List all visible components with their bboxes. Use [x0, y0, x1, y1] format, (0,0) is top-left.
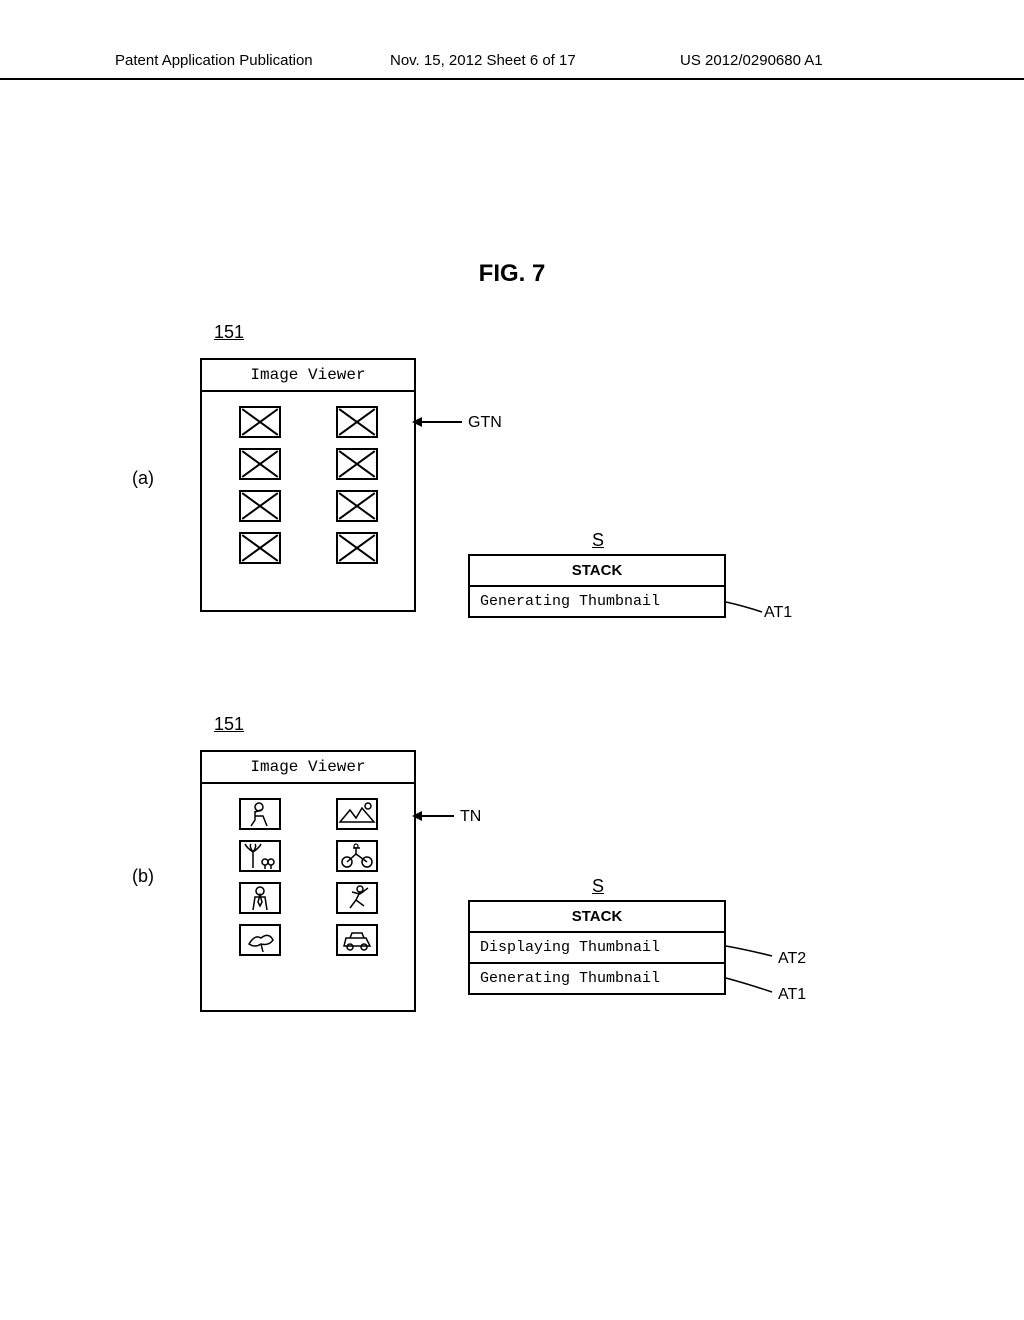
- stack-b-ref: S: [592, 876, 604, 897]
- panel-b-label: (b): [132, 866, 154, 887]
- panel-a-label: (a): [132, 468, 154, 489]
- thumb-landscape: [336, 798, 378, 830]
- viewer-b-grid: [202, 784, 414, 970]
- thumb-bird: [239, 924, 281, 956]
- thumb-car: [336, 924, 378, 956]
- page: Patent Application Publication Nov. 15, …: [0, 0, 1024, 1320]
- thumb-dancer: [336, 882, 378, 914]
- gtn-label: GTN: [468, 414, 502, 432]
- stack-a-title: STACK: [470, 556, 724, 587]
- image-viewer-b: Image Viewer: [200, 750, 416, 1012]
- gtn-arrow: [412, 416, 464, 428]
- at2-label: AT2: [778, 950, 806, 968]
- tn-arrow: [412, 810, 456, 822]
- thumb-placeholder: [336, 406, 378, 438]
- at1-a-label: AT1: [764, 604, 792, 622]
- ref-151-b: 151: [214, 714, 244, 735]
- figure-title: FIG. 7: [0, 260, 1024, 288]
- stack-a-ref: S: [592, 530, 604, 551]
- ref-151-a: 151: [214, 322, 244, 343]
- thumb-placeholder: [336, 490, 378, 522]
- header: Patent Application Publication Nov. 15, …: [0, 78, 1024, 86]
- at2-leader: [726, 942, 776, 962]
- thumb-palm: [239, 840, 281, 872]
- thumb-placeholder: [239, 532, 281, 564]
- thumb-placeholder: [239, 448, 281, 480]
- stack-a: STACK Generating Thumbnail: [468, 554, 726, 618]
- at1-b-leader: [726, 974, 776, 998]
- viewer-b-title: Image Viewer: [202, 752, 414, 784]
- thumb-placeholder: [336, 448, 378, 480]
- stack-a-row: Generating Thumbnail: [470, 587, 724, 616]
- thumb-man-tie: [239, 882, 281, 914]
- header-center: Nov. 15, 2012 Sheet 6 of 17: [390, 52, 576, 69]
- thumb-placeholder: [239, 406, 281, 438]
- stack-b-row: Generating Thumbnail: [470, 964, 724, 993]
- stack-b: STACK Displaying Thumbnail Generating Th…: [468, 900, 726, 995]
- viewer-a-title: Image Viewer: [202, 360, 414, 392]
- image-viewer-a: Image Viewer: [200, 358, 416, 612]
- header-left: Patent Application Publication: [115, 52, 313, 69]
- thumb-placeholder: [239, 490, 281, 522]
- at1-a-leader: [726, 598, 766, 618]
- stack-b-row: Displaying Thumbnail: [470, 933, 724, 964]
- viewer-a-grid: [202, 392, 414, 578]
- header-right: US 2012/0290680 A1: [680, 52, 823, 69]
- tn-label: TN: [460, 808, 481, 826]
- thumb-person-sit: [239, 798, 281, 830]
- thumb-moto: [336, 840, 378, 872]
- at1-b-label: AT1: [778, 986, 806, 1004]
- thumb-placeholder: [336, 532, 378, 564]
- stack-b-title: STACK: [470, 902, 724, 933]
